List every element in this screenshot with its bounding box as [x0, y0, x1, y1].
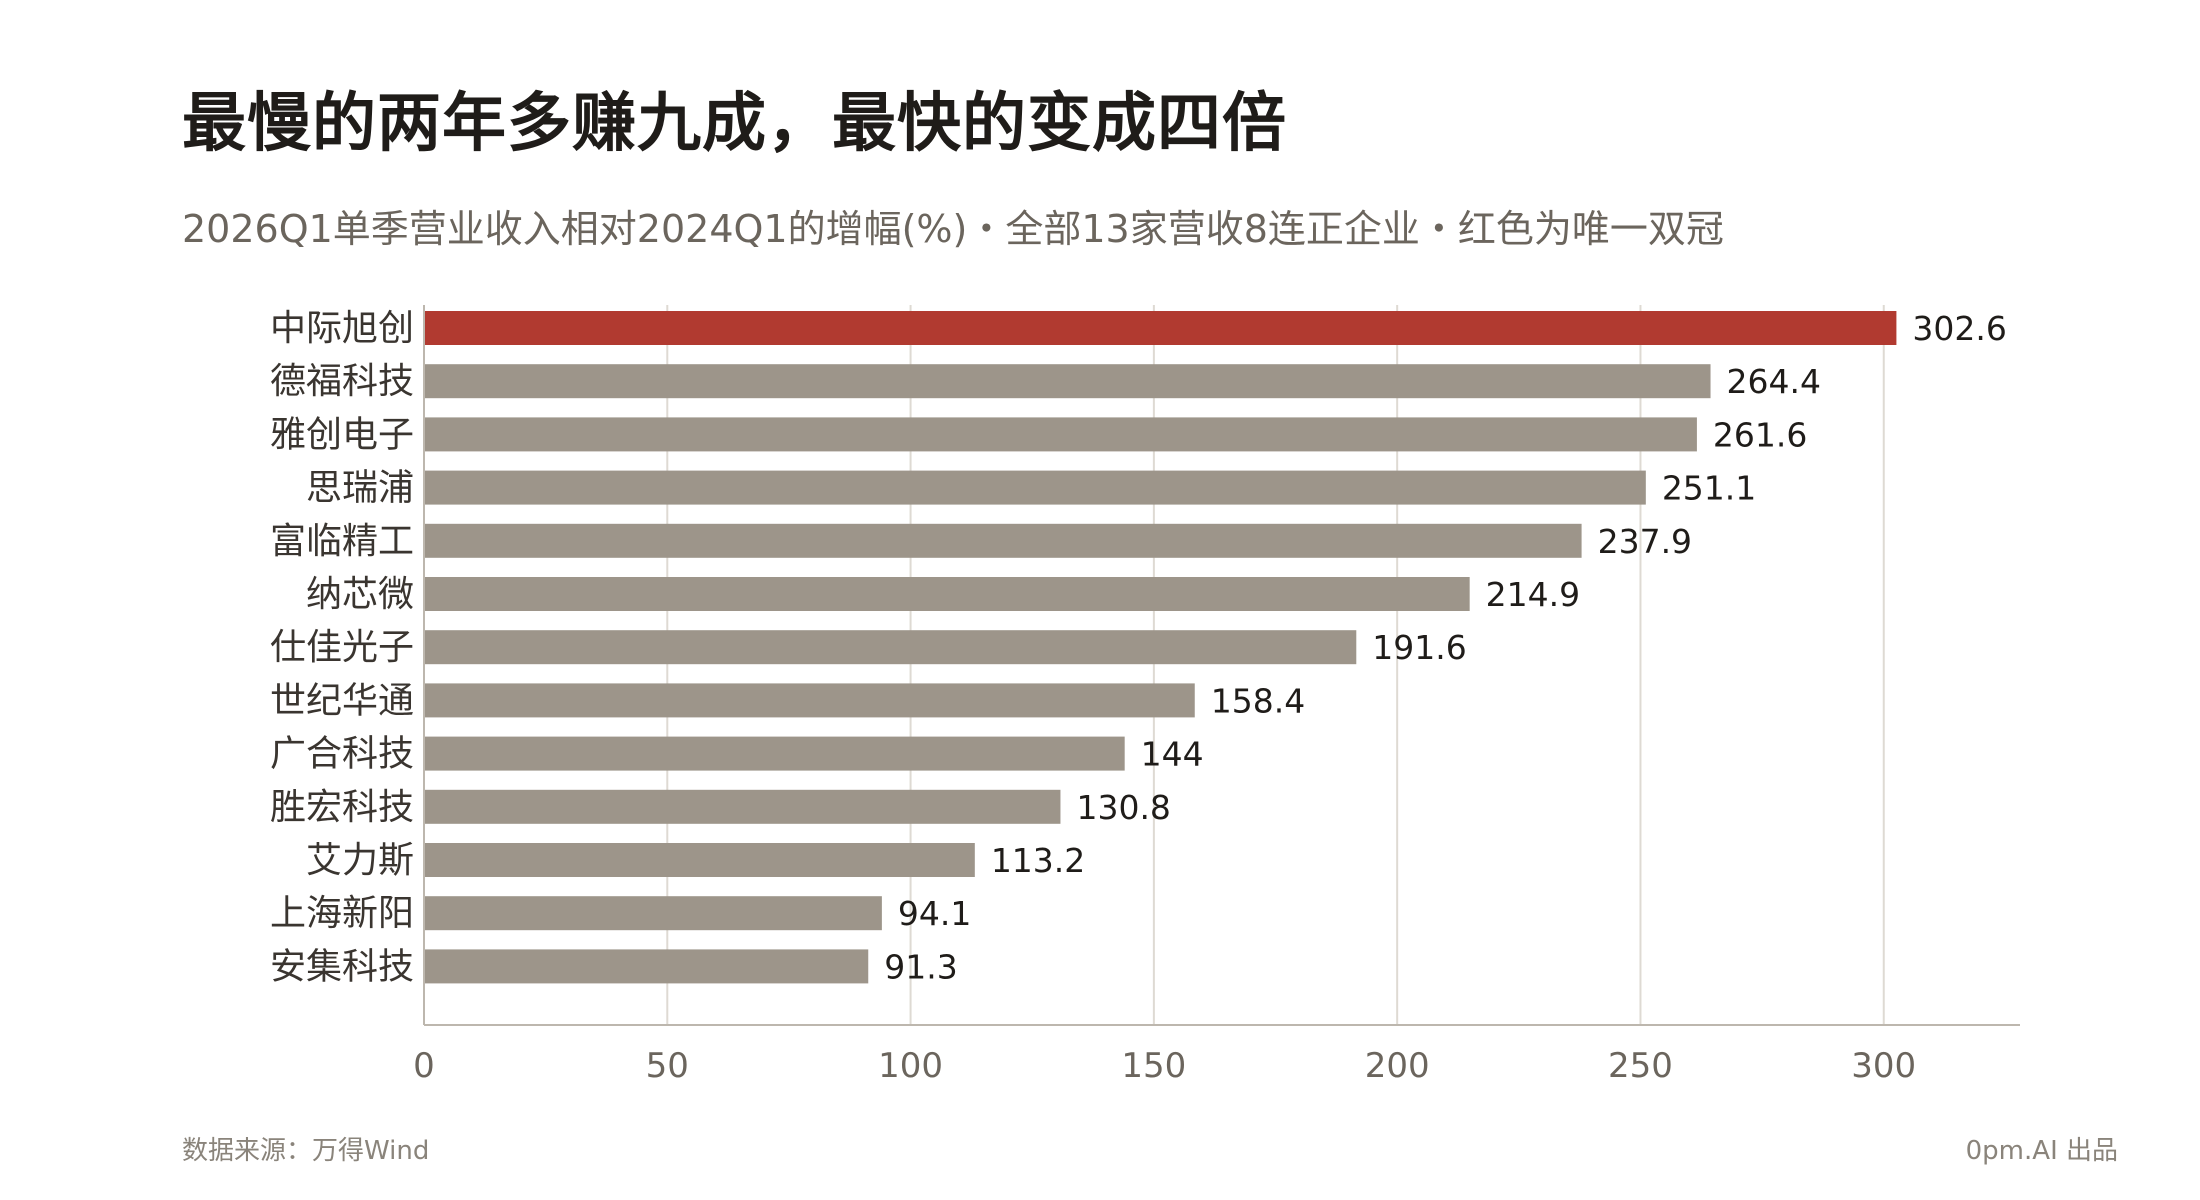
credit-note: 0pm.AI 出品 — [1965, 1136, 2118, 1166]
category-label: 胜宏科技 — [270, 787, 414, 828]
bar — [424, 843, 975, 877]
value-label: 94.1 — [898, 894, 971, 933]
bar — [424, 470, 1646, 505]
value-label: 214.9 — [1486, 575, 1580, 614]
chart-subtitle: 2026Q1单季营业收入相对2024Q1的增幅(%)・全部13家营收8连正企业・… — [182, 207, 1724, 251]
value-label: 144 — [1141, 735, 1204, 774]
value-label: 261.6 — [1713, 415, 1807, 454]
value-label: 251.1 — [1662, 469, 1756, 508]
value-label: 158.4 — [1211, 681, 1305, 720]
x-tick-label: 50 — [646, 1046, 689, 1086]
category-label: 上海新阳 — [270, 893, 414, 934]
bar — [424, 736, 1125, 771]
category-label: 德福科技 — [270, 361, 414, 402]
category-label: 雅创电子 — [270, 414, 414, 455]
value-label: 302.6 — [1912, 309, 2006, 348]
bar — [424, 789, 1061, 824]
bar — [424, 577, 1470, 611]
value-label: 191.6 — [1372, 628, 1466, 667]
category-label: 思瑞浦 — [306, 468, 414, 509]
x-tick-label: 200 — [1365, 1046, 1430, 1086]
value-label: 264.4 — [1727, 362, 1821, 401]
bar — [424, 896, 882, 931]
category-label: 中际旭创 — [270, 308, 414, 349]
value-label: 130.8 — [1076, 788, 1170, 827]
value-label: 91.3 — [884, 947, 957, 986]
x-tick-label: 300 — [1851, 1046, 1916, 1086]
value-label: 237.9 — [1598, 522, 1692, 561]
x-tick-label: 250 — [1608, 1046, 1673, 1086]
category-label: 纳芯微 — [306, 574, 414, 615]
bar — [424, 523, 1582, 558]
bar — [424, 417, 1697, 452]
category-label: 广合科技 — [270, 734, 414, 775]
x-tick-label: 0 — [413, 1046, 435, 1086]
bar — [424, 364, 1711, 399]
bars: 中际旭创 302.6 德福科技 264.4 雅创电子 261.6 思瑞浦 251.1 富临精工 2… — [270, 308, 2007, 987]
x-tick-label: 150 — [1121, 1046, 1186, 1086]
bar — [424, 683, 1195, 718]
bar — [424, 311, 1897, 345]
bar — [424, 630, 1357, 665]
x-tick-label: 100 — [878, 1046, 943, 1086]
value-label: 113.2 — [991, 841, 1085, 880]
category-label: 安集科技 — [270, 946, 414, 987]
x-axis: 0 50 100 150 200 250 300 — [413, 305, 2020, 1086]
category-label: 艾力斯 — [306, 840, 414, 881]
category-label: 富临精工 — [270, 521, 414, 562]
chart-title: 最慢的两年多赚九成，最快的变成四倍 — [182, 87, 1287, 161]
category-label: 仕佳光子 — [270, 627, 414, 668]
category-label: 世纪华通 — [270, 680, 414, 721]
source-note: 数据来源：万得Wind — [182, 1136, 430, 1166]
bar — [424, 949, 869, 984]
